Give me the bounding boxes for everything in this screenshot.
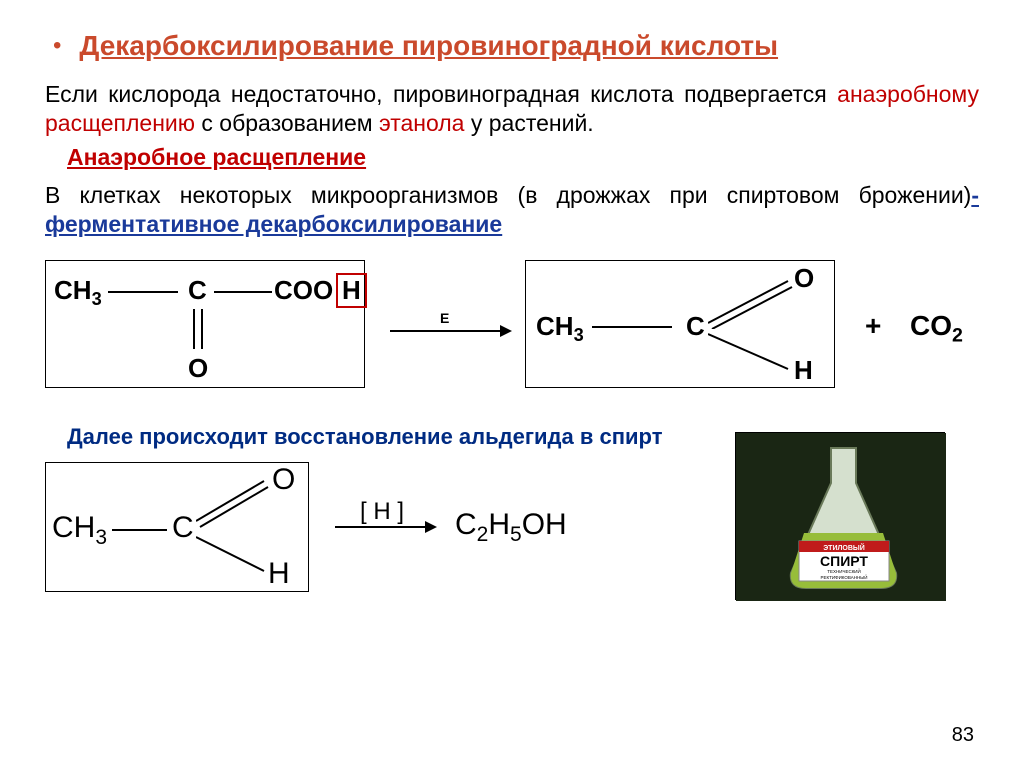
flask-label-mid: СПИРТ — [820, 553, 868, 569]
reactant-box-1: CH3 C COO H O — [45, 260, 365, 388]
r1-o: O — [188, 353, 208, 384]
title-text: Декарбоксилирование пировиноградной кисл… — [79, 30, 778, 62]
r2-ch3: CH3 — [52, 511, 107, 550]
flask-svg: ЭТИЛОВЫЙ СПИРТ ТЕХНИЧЕСКИЙ РЕКТИФИКОВАНН… — [736, 433, 946, 601]
reaction1-arrow: E — [390, 330, 510, 332]
r1-coo: COO — [274, 275, 333, 306]
paragraph-2: В клетках некоторых микроорганизмов (в д… — [45, 181, 979, 241]
bond-3a — [193, 309, 195, 349]
reaction-2: CH3 C O H [ H ] C2H5OH ЭТИЛ — [45, 462, 979, 612]
r2-product: C2H5OH — [455, 508, 567, 547]
p1-o: O — [794, 263, 814, 294]
r2-bond-h — [196, 533, 276, 581]
r2-h: H — [268, 557, 290, 591]
p1-h: H — [794, 355, 813, 386]
pb-bond1 — [592, 326, 672, 328]
reactant-box-2: CH3 C O H — [45, 462, 309, 592]
r1-plus: + — [865, 310, 881, 342]
subheading-1: Анаэробное расщепление — [67, 144, 979, 171]
flask-label-b1: ТЕХНИЧЕСКИЙ — [827, 567, 861, 574]
page-number: 83 — [952, 724, 974, 747]
r2-o: O — [272, 463, 295, 497]
bullet-icon: • — [53, 32, 61, 60]
flask-image: ЭТИЛОВЫЙ СПИРТ ТЕХНИЧЕСКИЙ РЕКТИФИКОВАНН… — [735, 432, 945, 600]
p1-bond-h — [708, 329, 798, 379]
p1-ch3: CH3 — [536, 311, 584, 346]
paragraph-1: Если кислорода недостаточно, пировиногра… — [45, 80, 979, 138]
r2-dbond-o — [196, 471, 276, 529]
p1-post: у растений. — [464, 110, 593, 136]
r1-c: C — [188, 275, 207, 306]
p1-mid: с образованием — [195, 110, 379, 136]
r1-h-boxed: H — [336, 273, 367, 308]
flask-label-top: ЭТИЛОВЫЙ — [823, 543, 865, 552]
r2-bond1 — [112, 529, 167, 531]
p1-dbond-o — [708, 271, 798, 329]
flask-label-b2: РЕКТИФИКОВАННЫЙ — [821, 573, 868, 580]
bond-1 — [108, 291, 178, 293]
p1-c: C — [686, 311, 705, 342]
p1-pre: Если кислорода недостаточно, пировиногра… — [45, 81, 837, 107]
r2-c: C — [172, 511, 194, 545]
p2-pre: В клетках некоторых микроорганизмов (в д… — [45, 182, 971, 208]
product-box-1: CH3 C O H — [525, 260, 835, 388]
bond-3b — [201, 309, 203, 349]
r1-ch3: CH3 — [54, 275, 102, 310]
arrow1-label: E — [440, 310, 449, 326]
reaction2-arrow: [ H ] — [335, 526, 435, 528]
r1-co2: CO2 — [910, 310, 963, 348]
p1-red2: этанола — [379, 110, 465, 136]
reaction-1: CH3 C COO H O E CH3 C O — [45, 260, 979, 410]
arrow2-label: [ H ] — [360, 498, 404, 526]
bond-2 — [214, 291, 272, 293]
slide-title: • Декарбоксилирование пировиноградной ки… — [45, 30, 979, 62]
